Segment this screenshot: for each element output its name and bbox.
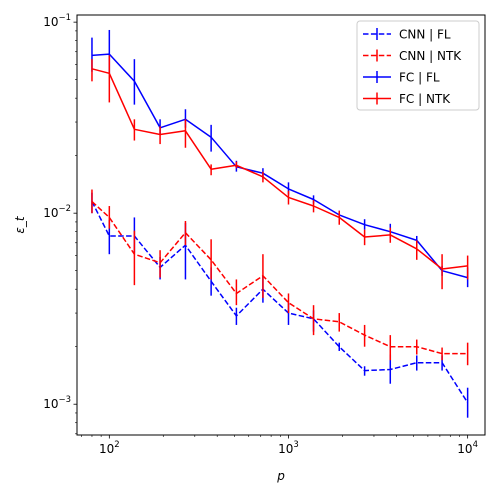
legend-item: FC | FL <box>363 71 440 85</box>
major-ticks: 102 103 104 10−3 10−2 10−1 <box>43 13 478 456</box>
series-4 <box>91 55 469 290</box>
series-line <box>91 68 468 270</box>
legend-label: FC | FL <box>399 71 440 85</box>
legend-item: CNN | NTK <box>363 49 462 63</box>
legend-item: CNN | FL <box>363 28 451 42</box>
x-tick-label: 104 <box>457 440 478 456</box>
legend-label: CNN | NTK <box>399 49 462 63</box>
y-axis-label: ε_t <box>13 215 27 233</box>
y-tick-label: 10−3 <box>43 395 71 411</box>
series-line <box>91 201 469 404</box>
y-tick-label: 10−2 <box>43 204 71 220</box>
legend: CNN | FL CNN | NTK FC | FL FC | NTK <box>356 20 480 111</box>
series-line <box>91 201 468 355</box>
y-tick-label: 10−1 <box>43 13 71 29</box>
legend-label: FC | NTK <box>399 92 451 106</box>
x-tick-label: 102 <box>99 440 120 456</box>
x-axis-label: p <box>276 469 285 483</box>
legend-item: FC | NTK <box>363 92 451 106</box>
legend-box <box>356 20 480 111</box>
legend-label: CNN | FL <box>399 28 451 42</box>
series-layer <box>91 29 469 418</box>
series-line <box>91 53 468 279</box>
series-2 <box>91 189 469 366</box>
plot-frame <box>76 14 486 436</box>
x-tick-label: 103 <box>278 440 299 456</box>
